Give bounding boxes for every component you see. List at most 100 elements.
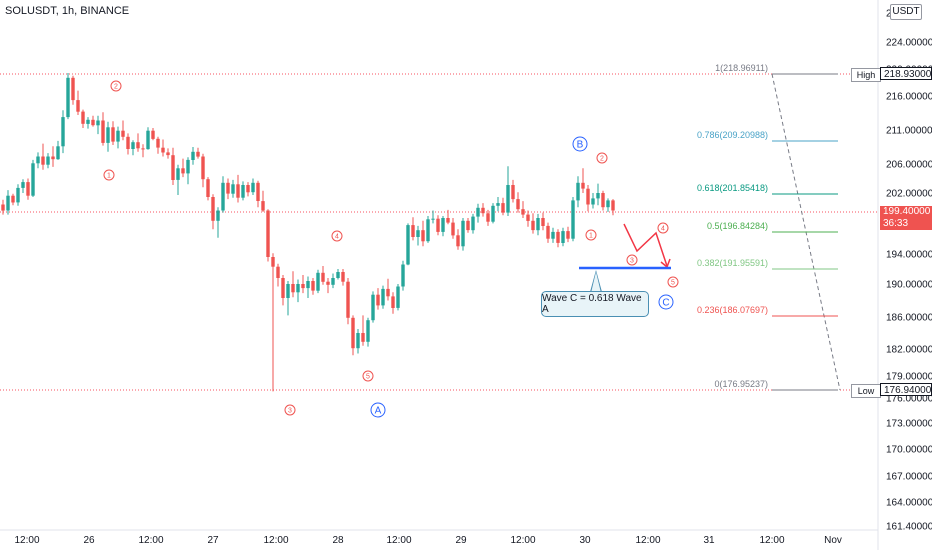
candle-body: [31, 163, 35, 196]
candle-body: [536, 218, 540, 231]
candle-body: [241, 185, 245, 198]
candle-body: [346, 281, 350, 318]
wave-label: 4: [335, 234, 339, 241]
candle-body: [331, 278, 335, 285]
fib-level-label: 0.382(191.95591): [697, 258, 768, 268]
candle-body: [106, 127, 110, 143]
time-tick-label: 12:00: [14, 535, 39, 546]
currency-badge[interactable]: USDT: [890, 4, 922, 20]
current-price-value: 199.40000: [883, 206, 931, 217]
wave-label: 3: [630, 258, 634, 265]
candle-body: [76, 100, 80, 112]
candle-body: [531, 220, 535, 231]
candle-body: [431, 218, 435, 220]
candle-body: [446, 218, 450, 223]
time-tick-label: 30: [579, 535, 591, 546]
price-tick-label: 186.00000: [886, 313, 932, 324]
candle-body: [511, 185, 515, 200]
price-tick-label: 182.00000: [886, 345, 932, 356]
candle-body: [481, 207, 485, 214]
candle-body: [381, 288, 385, 306]
candle-body: [121, 130, 125, 137]
candle-body: [61, 117, 65, 147]
candle-body: [551, 231, 555, 239]
wave-label: 1: [107, 173, 111, 180]
price-tick-label: 194.00000: [886, 250, 932, 261]
time-tick-label: 28: [332, 535, 344, 546]
candle-body: [271, 257, 275, 267]
candle-body: [201, 156, 205, 180]
candle-body: [81, 111, 85, 124]
price-tick-label: 216.00000: [886, 92, 932, 103]
wave-label: 5: [366, 374, 370, 381]
time-axis-ticks: 12:00 26 12:00 27 12:00 28 12:00 29 12:00 30 12:00…: [14, 535, 841, 546]
candle-body: [396, 286, 400, 308]
wave-label-circle: [110, 80, 122, 92]
wave-label: B: [577, 140, 584, 151]
wave-label-circle: [103, 169, 115, 181]
candle-body: [11, 195, 15, 203]
candle-body: [111, 127, 115, 142]
candle-body: [546, 225, 550, 239]
candle-body: [316, 272, 320, 291]
candle-body: [51, 156, 55, 160]
wave-c-callout[interactable]: Wave C = 0.618 Wave A: [541, 291, 649, 317]
candle-body: [256, 182, 260, 201]
candle-body: [266, 210, 270, 257]
time-tick-label: Nov: [824, 535, 842, 546]
candle-body: [386, 288, 390, 297]
price-tick-label: 176.00000: [886, 394, 932, 405]
candles: [1, 73, 615, 392]
candle-body: [291, 284, 295, 293]
candle-body: [411, 225, 415, 237]
price-axis-ticks: 224.00000220.00000216.00000211.00000206.…: [886, 9, 932, 533]
current-price-label: 199.40000 36:33: [880, 206, 932, 230]
high-price-label: 218.93000: [880, 67, 932, 80]
candle-body: [6, 195, 10, 211]
time-tick-label: 29: [455, 535, 467, 546]
candle-body: [206, 179, 210, 197]
candle-body: [21, 182, 25, 188]
candle-body: [491, 205, 495, 222]
candle-body: [306, 281, 310, 289]
candle-body: [471, 216, 475, 231]
wave-label-circle: [362, 370, 374, 382]
low-tag: Low: [851, 384, 881, 398]
candle-body: [151, 130, 155, 139]
candle-body: [601, 193, 605, 208]
candle-body: [426, 219, 430, 242]
price-tick-label: 161.40000: [886, 522, 932, 533]
candle-body: [221, 182, 225, 211]
candle-body: [181, 168, 185, 174]
candle-body: [406, 225, 410, 265]
candle-body: [91, 119, 95, 126]
wave-label: 2: [114, 84, 118, 91]
candle-body: [36, 156, 40, 164]
candle-body: [86, 119, 90, 124]
candle-body: [41, 156, 45, 165]
candle-body: [451, 222, 455, 236]
candle-body: [461, 220, 465, 247]
wave-label: 4: [661, 226, 665, 233]
candle-body: [526, 214, 530, 221]
wave-label: C: [662, 298, 669, 309]
candle-body: [71, 77, 75, 101]
candle-body: [591, 198, 595, 205]
wave-label-circle: [585, 229, 597, 241]
candle-body: [391, 296, 395, 308]
callout-pointer-fill: [591, 272, 601, 293]
bar-countdown: 36:33: [883, 218, 909, 229]
candle-body: [131, 142, 135, 149]
candle-body: [541, 218, 545, 226]
candle-body: [321, 272, 325, 282]
wave-label: A: [375, 406, 382, 417]
wave-label: 2: [600, 156, 604, 163]
candle-body: [16, 187, 20, 203]
fib-level-label: 0.5(196.84284): [707, 221, 768, 231]
plot-area: [0, 0, 878, 530]
price-tick-label: 179.00000: [886, 372, 932, 383]
candle-body: [226, 182, 230, 194]
candle-body: [176, 168, 180, 180]
candle-body: [516, 199, 520, 210]
